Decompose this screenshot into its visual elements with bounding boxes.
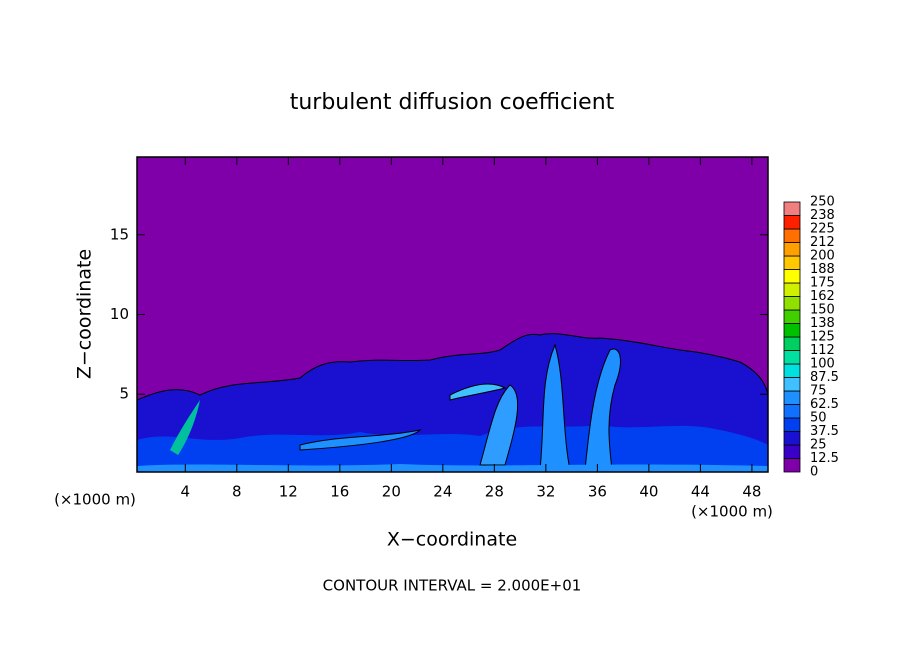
chart-title: turbulent diffusion coefficient [290,90,615,115]
x-tick-label: 32 [536,483,555,501]
colorbar-segment [783,458,801,473]
field-streak [170,400,200,455]
colorbar-segment [783,282,801,297]
x-tick-label: 28 [485,483,504,501]
x-tick-label: 44 [691,483,710,501]
field-streak [449,383,507,401]
colorbar-label: 0 [810,465,818,480]
field-plume [539,343,571,471]
colorbar-segment [783,269,801,284]
colorbar-segment [783,350,801,365]
field [136,157,769,473]
x-unit-right: (×1000 m) [691,503,773,521]
footnote: CONTOUR INTERVAL = 2.000E+01 [323,577,582,595]
colorbar-label: 250 [810,195,835,210]
colorbar-segment [783,215,801,230]
colorbar-segment [783,255,801,270]
x-tick-label: 24 [433,483,452,501]
colorbar-segment [783,431,801,446]
x-tick-label: 20 [382,483,401,501]
colorbar-label: 87.5 [810,370,839,385]
colorbar-segment [783,242,801,257]
x-tick-label: 40 [639,483,658,501]
x-tick-label: 12 [279,483,298,501]
colorbar-segment [783,309,801,324]
field-plume [479,384,519,466]
colorbar-label: 138 [810,316,835,331]
colorbar-label: 25 [810,438,827,453]
y-tick-label: 15 [110,225,129,243]
colorbar-segment [783,404,801,419]
colorbar-segment [783,323,801,338]
x-tick-label: 8 [232,483,242,501]
colorbar-label: 150 [810,303,835,318]
colorbar-segment [783,201,801,216]
colorbar-segment [783,417,801,432]
field-plume [584,348,621,471]
colorbar-label: 50 [810,411,827,426]
y-tick-label: 5 [119,385,129,403]
colorbar-label: 175 [810,276,835,291]
colorbar-label: 125 [810,330,835,345]
colorbar-segment [783,377,801,392]
colorbar-label: 188 [810,262,835,277]
colorbar-label: 100 [810,357,835,372]
x-unit-left: (×1000 m) [54,491,136,509]
colorbar-segment [783,363,801,378]
x-tick-label: 48 [742,483,761,501]
colorbar-segment [783,444,801,459]
y-axis-label: Z−coordinate [74,249,96,379]
colorbar-label: 162 [810,289,835,304]
colorbar-label: 225 [810,222,835,237]
colorbar-label: 238 [810,208,835,223]
colorbar-label: 12.5 [810,451,839,466]
y-tick-label: 10 [110,305,129,323]
colorbar-segment [783,296,801,311]
x-axis-label: X−coordinate [387,529,517,551]
colorbar-label: 212 [810,235,835,250]
x-tick-label: 16 [330,483,349,501]
colorbar-label: 62.5 [810,397,839,412]
colorbar-label: 75 [810,384,827,399]
colorbar-label: 37.5 [810,424,839,439]
colorbar-label: 112 [810,343,835,358]
x-tick-label: 36 [588,483,607,501]
x-tick-label: 4 [181,483,191,501]
field-streak [299,429,422,451]
colorbar-segment [783,390,801,405]
colorbar-segment [783,336,801,351]
colorbar-label: 200 [810,249,835,264]
field-region [137,464,768,472]
colorbar-segment [783,228,801,243]
